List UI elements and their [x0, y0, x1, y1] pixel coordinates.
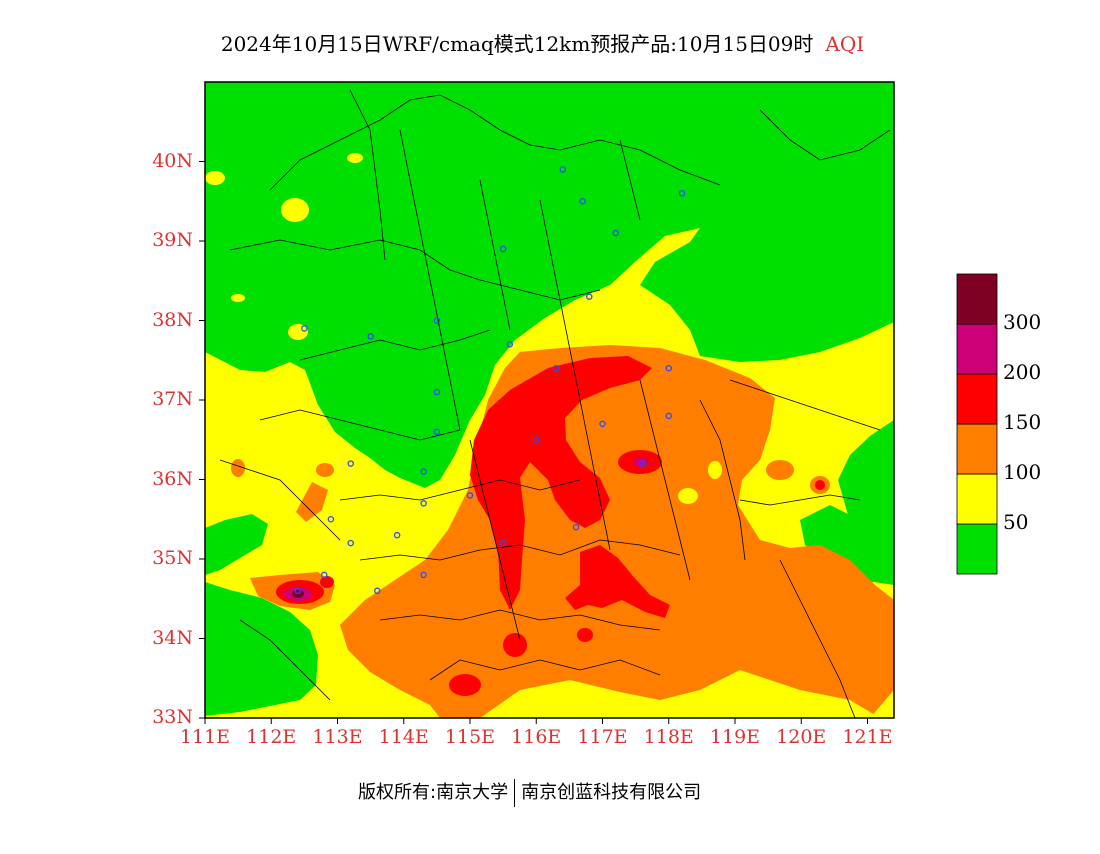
aqi-yellow-south — [480, 670, 880, 718]
aqi-green-southwest — [205, 582, 318, 716]
station-marker — [433, 388, 441, 396]
footer-separator — [514, 779, 516, 807]
station-marker — [327, 516, 335, 523]
lat-tick-label: 39N — [152, 229, 193, 251]
lat-tick-label: 35N — [152, 547, 193, 569]
station-marker — [294, 587, 301, 595]
aqi-green-east — [838, 420, 894, 560]
title-variable: AQI — [825, 32, 865, 56]
station-marker — [552, 364, 560, 372]
station-marker — [347, 460, 354, 467]
lon-tick-label: 113E — [312, 726, 363, 748]
aqi-green-west — [205, 514, 268, 575]
lat-tick-label: 37N — [152, 388, 193, 410]
title-main: 2024年10月15日WRF/cmaq模式12km预报产品:10月15日09时 — [220, 32, 814, 56]
lat-tick-label: 38N — [152, 308, 193, 331]
aqi-yellow-speck — [231, 294, 245, 302]
station-marker — [506, 341, 513, 348]
station-marker — [433, 317, 441, 324]
aqi-red-patch — [815, 480, 825, 490]
station-marker — [301, 325, 308, 332]
boundary-lines — [219, 89, 891, 718]
aqi-legend-bar — [956, 273, 998, 575]
aqi-green-north — [205, 82, 894, 488]
aqi-field — [205, 82, 894, 718]
aqi-orange-west — [296, 482, 328, 522]
station-marker — [420, 468, 427, 475]
aqi-yellow-hole — [708, 461, 722, 479]
lon-tick-label: 117E — [577, 726, 628, 748]
station-marker — [499, 245, 507, 253]
station-marker — [665, 412, 673, 420]
station-marker — [533, 436, 540, 443]
lat-tick-label: 34N — [152, 626, 193, 649]
aqi-orange-patch — [231, 459, 245, 477]
lat-tick-label: 40N — [152, 149, 193, 172]
station-marker — [559, 166, 567, 173]
footer-right: 南京创蓝科技有限公司 — [521, 782, 702, 803]
aqi-yellow-speck — [281, 198, 309, 222]
lon-tick-label: 120E — [776, 726, 827, 748]
lon-tick-label: 118E — [643, 726, 694, 748]
lon-tick-label: 115E — [444, 726, 496, 748]
aqi-red-patch — [449, 674, 481, 696]
station-marker — [665, 364, 673, 372]
legend-swatch — [956, 473, 998, 525]
station-markers — [294, 166, 686, 595]
station-marker — [599, 420, 606, 428]
map-title: 2024年10月15日WRF/cmaq模式12km预报产品:10月15日09时 A… — [0, 28, 1085, 57]
aqi-red-patch — [503, 633, 527, 657]
station-marker — [320, 571, 328, 579]
station-marker — [572, 523, 580, 531]
aqi-red-south — [565, 545, 670, 618]
lon-tick-label: 121E — [842, 726, 893, 748]
legend-label: 300 — [1003, 310, 1042, 334]
station-marker — [499, 539, 507, 547]
aqi-yellow-hole — [678, 488, 698, 504]
legend-swatch — [956, 273, 998, 325]
lon-tick-label: 111E — [179, 726, 231, 748]
lon-tick-label: 119E — [709, 726, 761, 748]
lon-tick-label: 114E — [378, 726, 429, 748]
station-marker — [612, 229, 620, 237]
station-marker — [393, 531, 401, 539]
aqi-green-coast — [800, 505, 894, 585]
aqi-orange-patch — [766, 460, 794, 480]
lat-tick-label: 33N — [152, 706, 193, 728]
station-marker — [466, 492, 474, 499]
aqi-orange-patch — [316, 463, 334, 477]
lon-tick-label: 112E — [246, 726, 297, 748]
station-marker — [373, 587, 381, 595]
aqi-red-main — [470, 356, 652, 610]
station-marker — [420, 500, 427, 507]
legend-swatch — [956, 523, 998, 575]
station-marker — [367, 333, 374, 340]
copyright-footer: 版权所有:南京大学 南京创蓝科技有限公司 — [358, 778, 701, 807]
aqi-yellow-speck — [347, 153, 363, 163]
station-marker — [433, 428, 441, 436]
aqi-yellow-speck — [205, 171, 225, 185]
legend-label: 150 — [1003, 410, 1042, 434]
legend-swatch — [956, 323, 998, 375]
aqi-red-patch — [320, 576, 334, 588]
legend-label: 200 — [1003, 360, 1042, 384]
lon-tick-label: 116E — [511, 726, 562, 748]
axis-ticks — [199, 161, 868, 724]
lat-tick-label: 36N — [152, 467, 193, 490]
aqi-red-patch — [577, 628, 593, 642]
station-marker — [639, 460, 646, 467]
aqi-yellow-speck — [288, 324, 308, 340]
station-marker — [678, 190, 686, 197]
footer-left: 版权所有:南京大学 — [358, 782, 509, 803]
legend-label: 100 — [1003, 460, 1042, 484]
legend-swatch — [956, 423, 998, 475]
station-marker — [586, 293, 593, 300]
station-marker — [347, 539, 354, 547]
station-marker — [420, 571, 427, 579]
legend-label: 50 — [1003, 510, 1029, 534]
legend-swatch — [956, 373, 998, 425]
station-marker — [579, 197, 586, 205]
